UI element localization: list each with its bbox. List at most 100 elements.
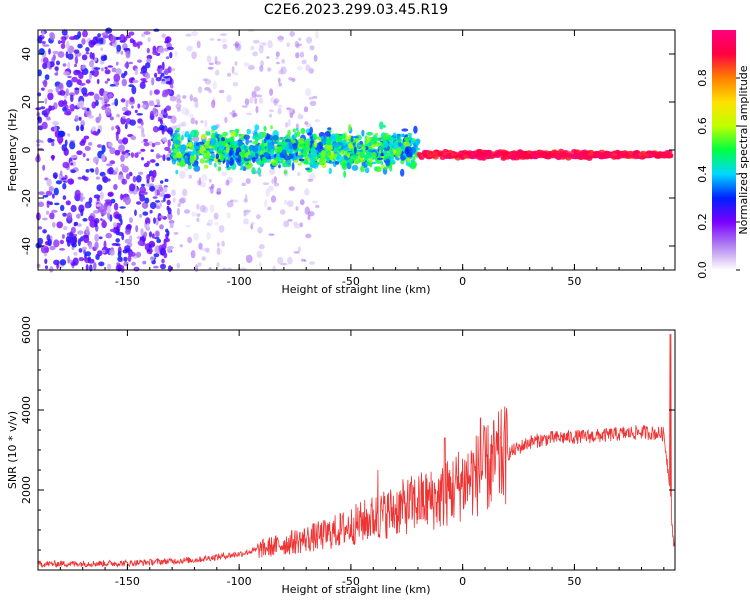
spectrogram-point xyxy=(67,53,74,60)
spectrogram-point xyxy=(56,221,63,229)
spectrogram-point xyxy=(261,139,265,146)
spectrogram-point xyxy=(392,132,397,137)
spectrogram-point xyxy=(83,235,90,243)
spectrogram-point xyxy=(526,153,533,158)
spectrogram-point xyxy=(141,201,149,209)
spectrogram-point xyxy=(291,139,296,144)
spectrogram-point xyxy=(258,45,264,54)
snr-background xyxy=(38,330,675,570)
spectrogram-point xyxy=(119,40,126,43)
spectrogram-point xyxy=(129,183,136,192)
spectrogram-point xyxy=(109,84,116,87)
spectrogram-point xyxy=(44,108,50,115)
spectrogram-point xyxy=(49,105,55,111)
spectrogram-point xyxy=(104,107,112,116)
spectrogram-point xyxy=(241,105,248,108)
spectrogram-point xyxy=(199,158,205,164)
spectrogram-point xyxy=(93,67,101,70)
spectrogram-point xyxy=(167,265,173,272)
spectrogram-point xyxy=(265,158,272,163)
spectrogram-point xyxy=(298,158,305,162)
spectrogram-point xyxy=(164,178,169,182)
spectrogram-point xyxy=(336,154,343,163)
spectrogram-point xyxy=(559,155,566,160)
spectrogram-point xyxy=(325,157,331,162)
spectrogram-point xyxy=(294,40,299,48)
spectrogram-point xyxy=(305,233,312,239)
spectrogram-point xyxy=(292,221,298,226)
spectrogram-point xyxy=(155,98,160,103)
spectrogram-point xyxy=(160,200,165,203)
spectrogram-point xyxy=(62,63,67,67)
spectrogram-point xyxy=(325,139,332,146)
spectrogram-point xyxy=(283,170,288,175)
spectrogram-point xyxy=(228,151,232,157)
spectrogram-point xyxy=(124,153,129,159)
spectrogram-point xyxy=(60,204,65,212)
spectrogram-point xyxy=(255,105,259,114)
spectrogram-point xyxy=(217,144,225,149)
spectrogram-point xyxy=(113,73,121,82)
spectrogram-point xyxy=(93,93,100,102)
spectrogram-point xyxy=(258,97,264,104)
spectrogram-point xyxy=(541,152,548,157)
spectrogram-point xyxy=(87,258,95,264)
spectrogram-xlabel: Height of straight line (km) xyxy=(281,283,430,296)
spectrogram-point xyxy=(100,55,107,62)
spectrogram-point xyxy=(78,248,83,253)
spectrogram-point xyxy=(191,51,197,60)
spectrogram-point xyxy=(51,141,55,147)
spectrogram-point xyxy=(152,107,157,115)
spectrogram-point xyxy=(143,138,149,143)
spectrogram-point xyxy=(42,217,48,221)
spectrogram-point xyxy=(305,64,311,72)
spectrogram-point xyxy=(270,125,273,130)
spectrogram-point xyxy=(92,52,95,60)
spectrogram-point xyxy=(67,255,70,264)
spectrogram-point xyxy=(315,31,320,39)
spectrogram-point xyxy=(162,154,166,162)
spectrogram-point xyxy=(297,112,302,116)
spectrogram-point xyxy=(267,40,273,49)
spectrogram-point xyxy=(287,119,291,127)
spectrogram-point xyxy=(350,135,354,143)
spectrogram-point xyxy=(333,153,338,158)
spectrogram-point xyxy=(143,142,150,147)
spectrogram-point xyxy=(77,223,82,228)
spectrogram-point xyxy=(462,154,469,159)
spectrogram-point xyxy=(78,116,82,121)
spectrogram-point xyxy=(151,77,155,86)
spectrogram-point xyxy=(221,240,225,247)
spectrogram-point xyxy=(58,83,63,89)
spectrogram-point xyxy=(190,250,196,259)
spectrogram-point xyxy=(172,155,178,160)
spectrogram-point xyxy=(210,138,217,146)
spectrogram-point xyxy=(61,234,65,239)
spectrogram-point xyxy=(118,144,125,153)
spectrogram-point xyxy=(213,212,219,220)
spectrogram-point xyxy=(582,152,589,157)
spectrogram-point xyxy=(354,146,357,154)
spectrogram-point xyxy=(81,38,86,45)
spectrogram-point xyxy=(292,128,296,133)
spectrogram-point xyxy=(107,211,110,220)
spectrogram-point xyxy=(139,81,146,89)
spectrogram-point xyxy=(89,264,93,272)
spectrogram-point xyxy=(307,178,314,182)
spectrogram-point xyxy=(155,205,161,209)
spectrogram-point xyxy=(97,250,103,257)
spectrogram-point xyxy=(74,115,79,122)
spectrogram-point xyxy=(178,146,181,150)
spectrogram-point xyxy=(158,215,165,219)
spectrogram-point xyxy=(155,217,159,226)
spectrogram-point xyxy=(57,40,61,45)
spectrogram-point xyxy=(371,161,377,165)
spectrogram-point xyxy=(216,262,220,268)
snr-x-tick-label: -150 xyxy=(115,575,140,588)
spectrogram-point xyxy=(271,178,275,184)
spectrogram-point xyxy=(376,157,384,160)
spectrogram-point xyxy=(76,213,81,219)
spectrogram-point xyxy=(43,57,49,64)
spectrogram-point xyxy=(206,232,211,240)
spectrogram-point xyxy=(165,56,170,60)
